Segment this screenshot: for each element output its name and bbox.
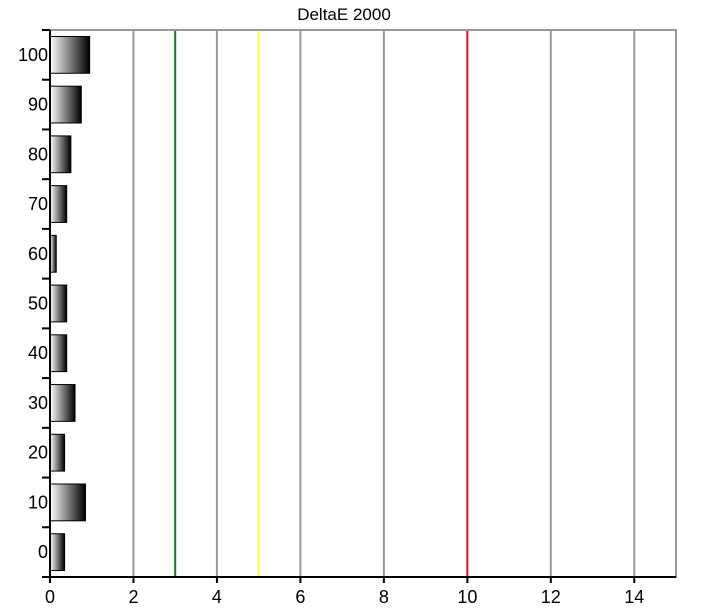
x-tick-label: 8 <box>379 587 389 607</box>
y-tick-label: 50 <box>28 294 48 314</box>
y-tick-label: 90 <box>28 95 48 115</box>
plot-frame <box>49 29 677 578</box>
bar <box>49 284 68 323</box>
bar <box>49 533 66 572</box>
x-tick-label: 2 <box>128 587 138 607</box>
bar <box>49 135 72 174</box>
x-tick-label: 14 <box>624 587 644 607</box>
x-tick-label: 0 <box>45 587 55 607</box>
y-tick-label: 80 <box>28 144 48 164</box>
chart-title: DeltaE 2000 <box>297 5 391 24</box>
bars <box>49 35 91 572</box>
y-tick-label: 100 <box>18 45 48 65</box>
x-tick-label: 10 <box>457 587 477 607</box>
bar <box>49 384 76 422</box>
bar <box>49 433 66 472</box>
y-tick-label: 0 <box>38 542 48 562</box>
y-tick-label: 40 <box>28 343 48 363</box>
x-tick-label: 6 <box>295 587 305 607</box>
bar <box>49 85 82 124</box>
axes: 0 2 4 6 8 10 12 14 0 10 20 30 40 50 60 70 80 90 100 <box>18 29 676 607</box>
y-tick-label: 30 <box>28 393 48 413</box>
threshold-lines <box>174 30 469 577</box>
bar <box>49 334 68 373</box>
bar <box>49 185 68 223</box>
y-tick-label: 10 <box>28 492 48 512</box>
bar <box>49 483 86 522</box>
y-tick-label: 20 <box>28 443 48 463</box>
x-tick-label: 12 <box>541 587 561 607</box>
y-tick-label: 60 <box>28 244 48 264</box>
bar <box>49 35 91 74</box>
x-tick-label: 4 <box>212 587 222 607</box>
y-tick-label: 70 <box>28 194 48 214</box>
gridlines <box>132 30 636 577</box>
